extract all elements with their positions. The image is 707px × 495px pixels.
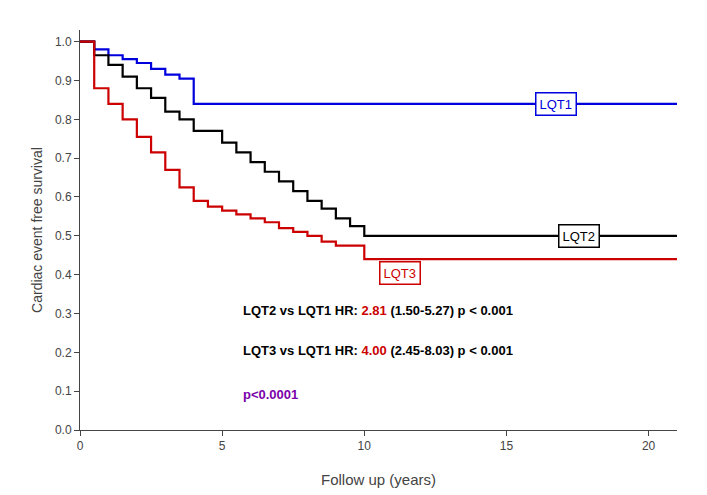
svg-text:0.3: 0.3	[55, 307, 72, 321]
svg-text:0.5: 0.5	[55, 229, 72, 243]
svg-text:5: 5	[219, 439, 226, 453]
svg-text:20: 20	[642, 439, 656, 453]
svg-text:p<0.0001: p<0.0001	[243, 387, 298, 402]
svg-text:0.9: 0.9	[55, 74, 72, 88]
svg-text:0: 0	[77, 439, 84, 453]
svg-text:0.0: 0.0	[55, 423, 72, 437]
svg-text:0.6: 0.6	[55, 190, 72, 204]
svg-text:1.0: 1.0	[55, 35, 72, 49]
svg-text:Cardiac event free survival: Cardiac event free survival	[29, 147, 45, 313]
svg-text:LQT3 vs LQT1 HR: 4.00 (2.45-8.: LQT3 vs LQT1 HR: 4.00 (2.45-8.03) p < 0.…	[243, 343, 513, 358]
svg-text:0.1: 0.1	[55, 384, 72, 398]
svg-text:0.2: 0.2	[55, 346, 72, 360]
svg-text:0.4: 0.4	[55, 268, 72, 282]
svg-text:LQT2 vs LQT1 HR: 2.81 (1.50-5.: LQT2 vs LQT1 HR: 2.81 (1.50-5.27) p < 0.…	[243, 303, 513, 318]
svg-text:0.8: 0.8	[55, 113, 72, 127]
svg-text:LQT2: LQT2	[563, 229, 596, 244]
svg-text:15: 15	[500, 439, 514, 453]
svg-text:LQT3: LQT3	[384, 266, 417, 281]
svg-text:10: 10	[358, 439, 372, 453]
svg-text:0.7: 0.7	[55, 151, 72, 165]
svg-text:LQT1: LQT1	[540, 97, 573, 112]
svg-text:Follow up (years): Follow up (years)	[321, 471, 436, 488]
